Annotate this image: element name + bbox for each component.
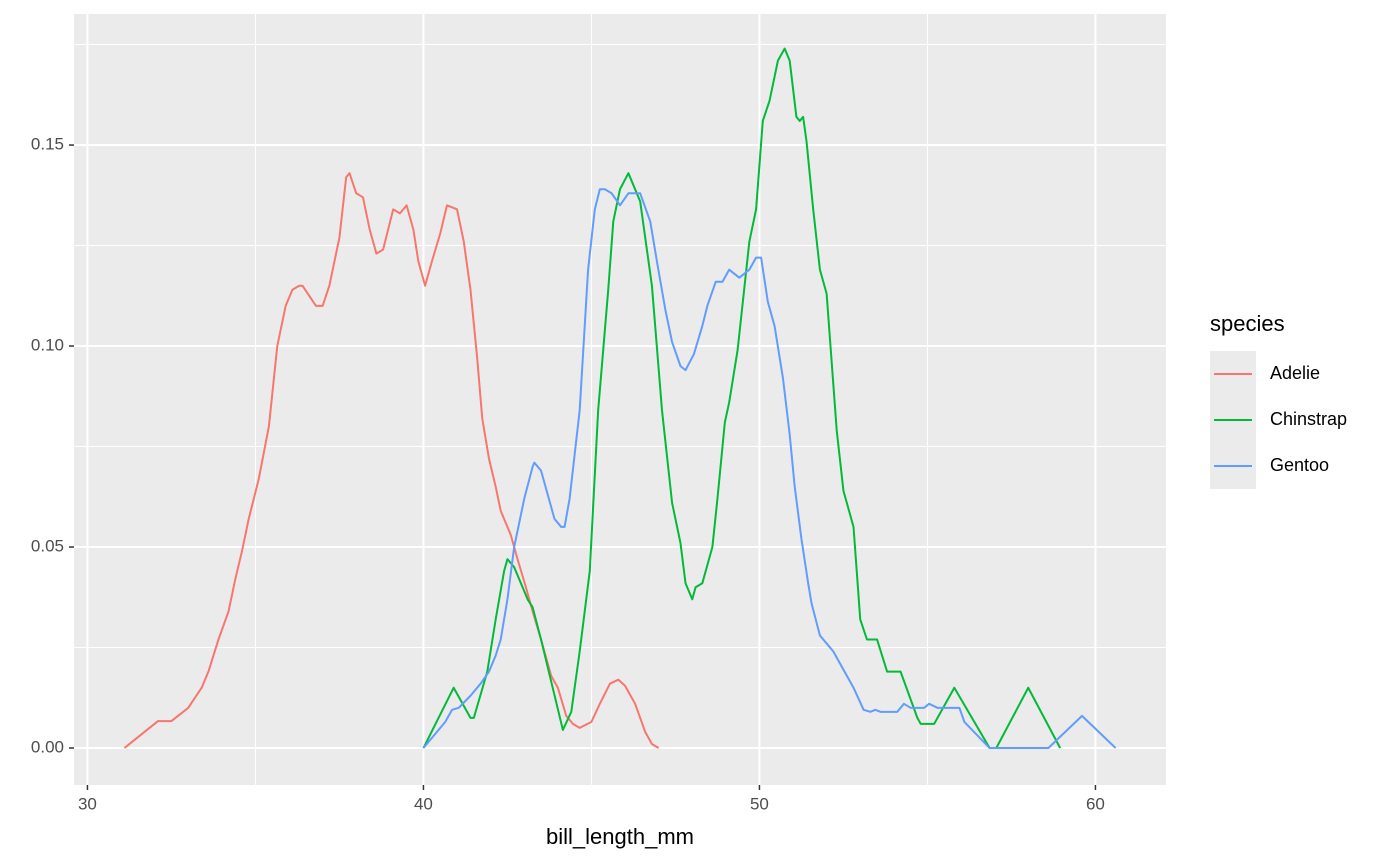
legend-label: Gentoo xyxy=(1270,455,1329,475)
panel-background xyxy=(74,14,1166,785)
density-line xyxy=(422,47,1062,750)
x-tick-label: 30 xyxy=(78,794,97,813)
x-tick-label: 60 xyxy=(1086,794,1105,813)
density-line xyxy=(422,188,1117,750)
x-tick-label: 50 xyxy=(750,794,769,813)
legend-label: Adelie xyxy=(1270,363,1320,383)
legend-title: species xyxy=(1210,311,1285,336)
x-axis-title: bill_length_mm xyxy=(546,824,694,849)
legend-label: Chinstrap xyxy=(1270,409,1347,429)
x-tick-label: 40 xyxy=(414,794,433,813)
y-tick-label: 0.10 xyxy=(31,336,64,355)
y-tick-label: 0.00 xyxy=(31,738,64,757)
y-tick-label: 0.05 xyxy=(31,537,64,556)
y-tick-label: 0.15 xyxy=(31,135,64,154)
